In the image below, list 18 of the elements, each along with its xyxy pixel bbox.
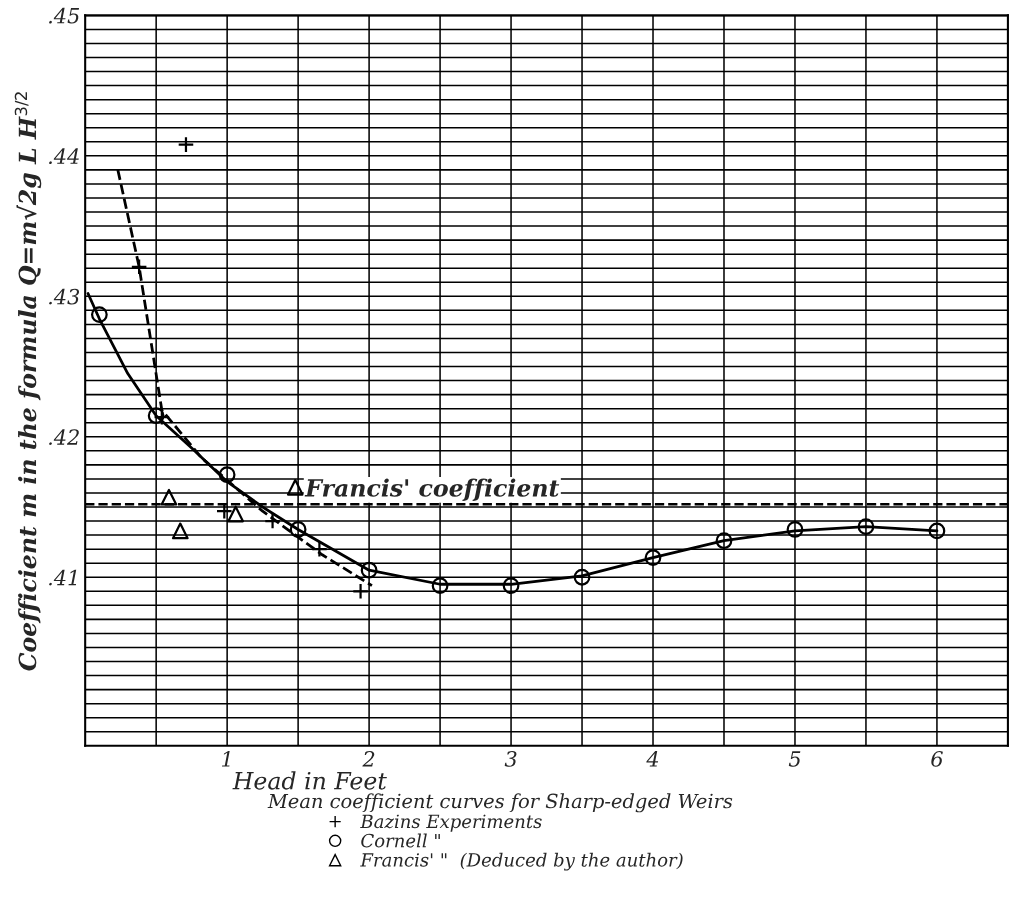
legend-label: Cornell " xyxy=(361,833,440,848)
x-axis-title: Head in Feet xyxy=(232,771,387,790)
x-tick-label: 6 xyxy=(931,751,943,767)
y-tick-label: .45 xyxy=(49,7,80,24)
ref-line-label: Francis' coefficient xyxy=(304,478,560,501)
y-tick-label: .44 xyxy=(49,148,79,165)
x-tick-label: 1 xyxy=(221,751,230,767)
x-tick-label: 2 xyxy=(362,751,375,767)
x-tick-label: 3 xyxy=(504,751,517,767)
legend-label: Bazins Experiments xyxy=(360,814,542,832)
y-tick-label: .42 xyxy=(49,429,79,445)
legend-label: Francis' " (Deduced by the author) xyxy=(360,852,683,871)
y-axis-title: Coefficient m in the formula Q=m√2g L H$^{3/2}$ xyxy=(14,92,42,671)
y-tick-label: .41 xyxy=(49,569,77,586)
legend-title: Mean coefficient curves for Sharp-edged Weirs xyxy=(267,793,733,813)
x-tick-label: 4 xyxy=(646,751,659,767)
y-tick-label: .43 xyxy=(49,288,80,305)
x-tick-label: 5 xyxy=(788,751,801,767)
